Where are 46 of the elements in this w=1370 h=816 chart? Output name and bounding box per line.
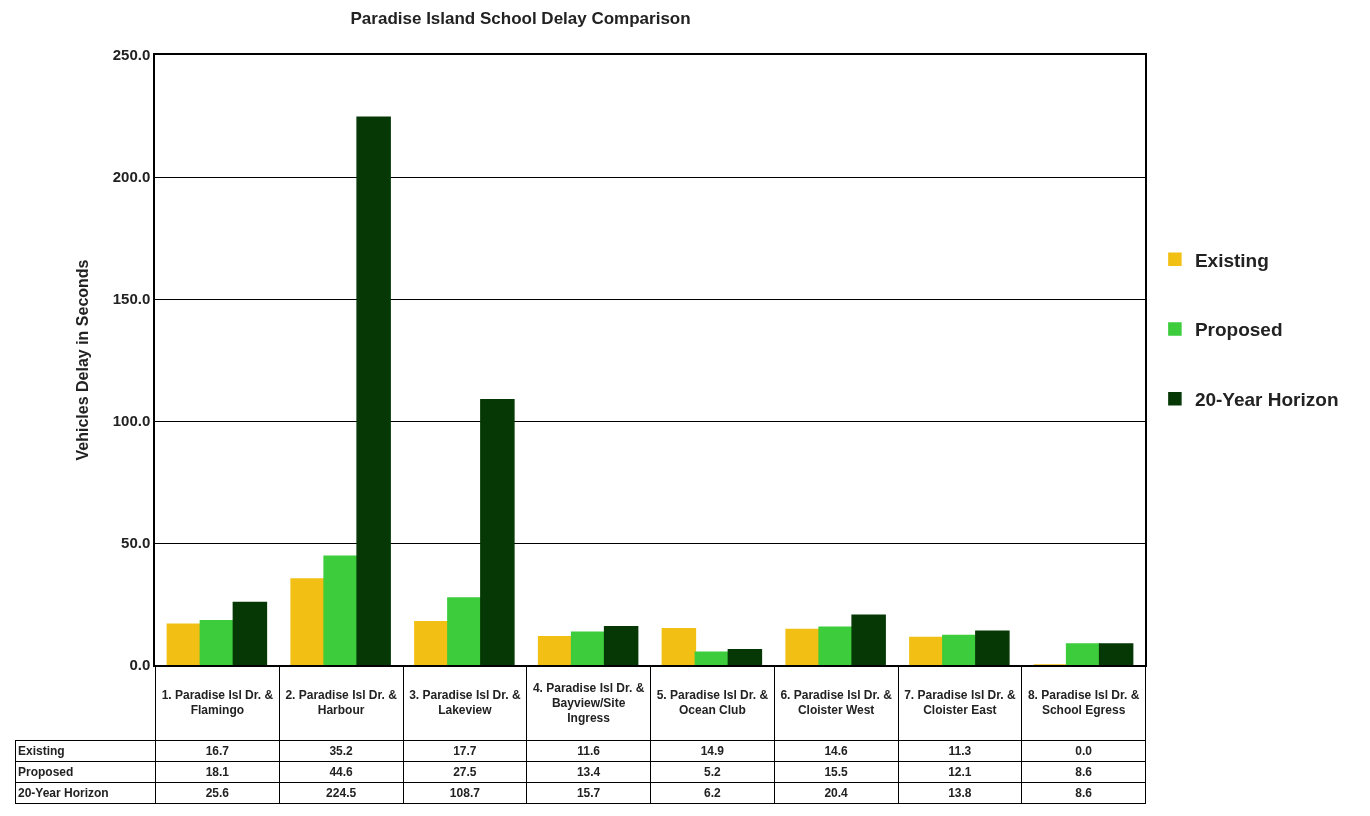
- x-tick-label: 1. Paradise Isl Dr. & Flamingo: [155, 665, 280, 741]
- data-label: 44.6: [279, 761, 403, 783]
- data-label: 224.5: [279, 782, 403, 804]
- y-tick-label: 150.0: [112, 290, 151, 308]
- x-tick-label: 4. Paradise Isl Dr. & Bayview/Site Ingress: [526, 665, 651, 741]
- data-label: 8.6: [1021, 761, 1146, 783]
- chart-title: Paradise Island School Delay Comparison: [350, 9, 691, 29]
- y-tick-label: 200.0: [112, 168, 151, 186]
- legend-label: Existing: [1194, 249, 1269, 271]
- y-tick-label: 0.0: [129, 656, 151, 674]
- data-label: 11.6: [526, 740, 651, 762]
- x-tick-label: 2. Paradise Isl Dr. & Harbour: [279, 665, 403, 741]
- legend-label: Proposed: [1194, 319, 1283, 341]
- text: Proposed: [18, 765, 74, 779]
- data-label: 35.2: [279, 740, 403, 762]
- data-label: 15.5: [774, 761, 898, 783]
- x-tick-label: 5. Paradise Isl Dr. & Ocean Club: [650, 665, 775, 741]
- data-label: 108.7: [403, 782, 527, 804]
- data-label: 11.3: [898, 740, 1022, 762]
- data-label: 18.1: [155, 761, 280, 783]
- data-label: 16.7: [155, 740, 280, 762]
- data-label: 0.0: [1021, 740, 1146, 762]
- legend-label: 20-Year Horizon: [1194, 389, 1339, 411]
- y-tick-label: 250.0: [112, 46, 151, 64]
- data-label: 6.2: [650, 782, 775, 804]
- data-label: 13.4: [526, 761, 651, 783]
- y-tick-label: 100.0: [112, 412, 151, 430]
- text: Existing: [18, 744, 65, 758]
- data-label: 27.5: [403, 761, 527, 783]
- x-tick-label: 6. Paradise Isl Dr. & Cloister West: [774, 665, 898, 741]
- data-label: 20.4: [774, 782, 898, 804]
- data-label: 12.1: [898, 761, 1022, 783]
- data-label: 5.2: [650, 761, 775, 783]
- data-label: 13.8: [898, 782, 1022, 804]
- y-axis-title: Vehicles Delay in Seconds: [74, 259, 92, 461]
- data-label: 17.7: [403, 740, 527, 762]
- x-tick-label: 3. Paradise Isl Dr. & Lakeview: [403, 665, 527, 741]
- text: 20-Year Horizon: [18, 786, 109, 800]
- x-tick-label: 8. Paradise Isl Dr. & School Egress: [1021, 665, 1146, 741]
- x-tick-label: 7. Paradise Isl Dr. & Cloister East: [898, 665, 1022, 741]
- data-label: 25.6: [155, 782, 280, 804]
- data-label: 15.7: [526, 782, 651, 804]
- data-label: 14.6: [774, 740, 898, 762]
- data-label: 8.6: [1021, 782, 1146, 804]
- y-tick-label: 50.0: [121, 534, 151, 552]
- data-label: 14.9: [650, 740, 775, 762]
